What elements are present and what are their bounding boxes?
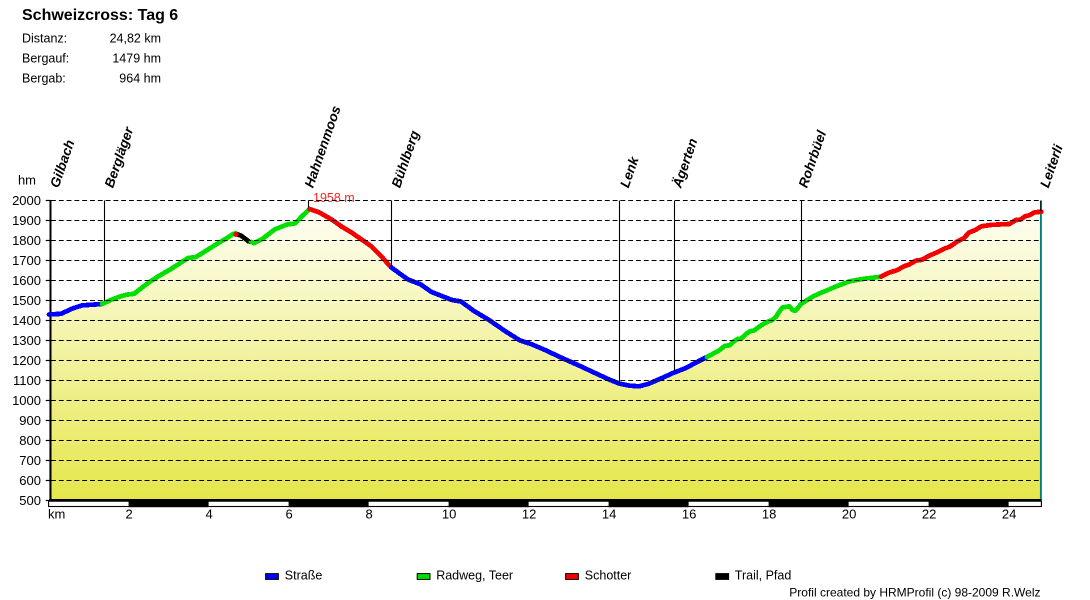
- svg-text:Profil created by HRMProfil (c: Profil created by HRMProfil (c) 98-2009 …: [789, 586, 1040, 600]
- svg-text:2: 2: [125, 506, 132, 521]
- svg-text:1500: 1500: [12, 293, 41, 308]
- svg-text:24: 24: [1002, 506, 1016, 521]
- svg-text:1400: 1400: [12, 313, 41, 328]
- svg-text:Straße: Straße: [285, 568, 323, 582]
- svg-text:1958 m: 1958 m: [313, 191, 355, 205]
- svg-text:Trail, Pfad: Trail, Pfad: [735, 568, 792, 582]
- svg-text:1700: 1700: [12, 253, 41, 268]
- svg-text:900: 900: [19, 413, 41, 428]
- svg-text:Bergauf:: Bergauf:: [22, 52, 69, 66]
- svg-text:20: 20: [842, 506, 856, 521]
- svg-text:14: 14: [602, 506, 616, 521]
- svg-text:hm: hm: [18, 173, 36, 188]
- svg-text:10: 10: [442, 506, 456, 521]
- svg-text:964 hm: 964 hm: [119, 72, 161, 86]
- svg-text:Schotter: Schotter: [585, 568, 632, 582]
- svg-text:Bergab:: Bergab:: [22, 72, 66, 86]
- svg-text:1100: 1100: [13, 373, 41, 388]
- svg-text:24,82 km: 24,82 km: [110, 32, 161, 46]
- svg-text:800: 800: [19, 433, 41, 448]
- svg-text:Schweizcross: Tag 6: Schweizcross: Tag 6: [22, 7, 178, 24]
- svg-text:12: 12: [522, 506, 536, 521]
- svg-text:1600: 1600: [12, 273, 41, 288]
- svg-text:1000: 1000: [12, 393, 41, 408]
- svg-text:4: 4: [205, 506, 212, 521]
- svg-text:8: 8: [365, 506, 372, 521]
- svg-text:700: 700: [19, 453, 41, 468]
- svg-text:Radweg, Teer: Radweg, Teer: [436, 568, 513, 582]
- svg-text:22: 22: [922, 506, 936, 521]
- svg-text:16: 16: [682, 506, 696, 521]
- svg-text:1800: 1800: [12, 233, 41, 248]
- svg-text:km: km: [48, 506, 65, 521]
- svg-text:2000: 2000: [12, 193, 41, 208]
- svg-text:18: 18: [762, 506, 776, 521]
- svg-text:1300: 1300: [12, 333, 41, 348]
- svg-text:1900: 1900: [12, 213, 41, 228]
- svg-text:500: 500: [19, 493, 41, 508]
- svg-text:600: 600: [19, 473, 41, 488]
- svg-text:1200: 1200: [12, 353, 41, 368]
- svg-text:1479 hm: 1479 hm: [112, 52, 161, 66]
- svg-text:Distanz:: Distanz:: [22, 32, 67, 46]
- svg-text:6: 6: [285, 506, 292, 521]
